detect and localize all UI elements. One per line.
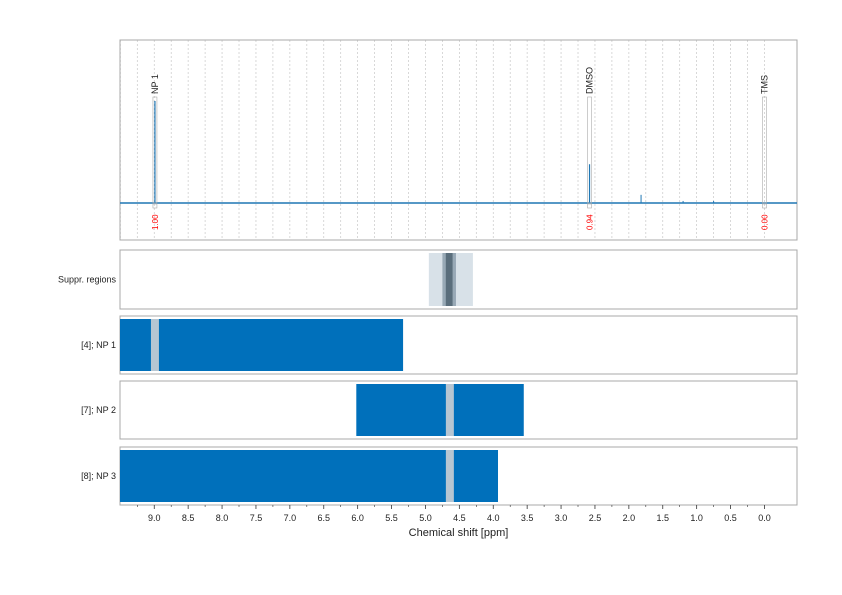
integral-label: 0.94 — [586, 214, 595, 230]
peak-label: NP 1 — [150, 74, 160, 94]
x-tick-label: 0.0 — [758, 513, 771, 523]
range-frame — [119, 380, 798, 440]
range-bar — [356, 384, 524, 436]
x-tick-label: 3.0 — [555, 513, 568, 523]
suppressed-regions-panel: Suppr. regions — [58, 253, 473, 306]
x-tick-label: 6.5 — [317, 513, 330, 523]
spectrum-frame — [119, 39, 798, 241]
x-tick-label: 1.5 — [656, 513, 669, 523]
grid-lines — [120, 40, 765, 240]
x-tick-label: 8.0 — [216, 513, 229, 523]
x-tick-label: 3.5 — [521, 513, 534, 523]
range-gap — [150, 319, 159, 371]
peak-label: TMS — [759, 75, 769, 94]
range-bar — [120, 450, 499, 502]
suppressed-label: Suppr. regions — [58, 275, 117, 285]
x-tick-label: 2.0 — [623, 513, 636, 523]
x-tick-label: 0.5 — [724, 513, 737, 523]
peak-marker-box — [762, 96, 767, 204]
x-axis-title: Chemical shift [ppm] — [409, 527, 509, 539]
x-tick-label: 6.0 — [351, 513, 364, 523]
spectrum-panel: NP 1 1.00 DMSO 0.94 TMS 0.00 — [120, 67, 797, 230]
range-gap — [445, 450, 454, 502]
x-tick-label: 4.5 — [453, 513, 466, 523]
x-tick-label: 7.5 — [250, 513, 263, 523]
peak-label: DMSO — [585, 67, 595, 94]
x-tick-label: 1.0 — [690, 513, 703, 523]
x-tick-label: 4.0 — [487, 513, 500, 523]
range-label: [7]; NP 2 — [81, 405, 116, 415]
x-axis: 9.0 8.5 8.0 7.5 7.0 6.5 6.0 5.5 5.0 4.5 4.0 3.5 3.0 2… — [137, 505, 771, 539]
x-tick-label: 7.0 — [284, 513, 297, 523]
range-gap — [445, 384, 454, 436]
suppressed-band — [445, 253, 453, 306]
x-tick-label: 5.0 — [419, 513, 432, 523]
peak-marker-box — [152, 96, 158, 204]
range-label: [8]; NP 3 — [81, 471, 116, 481]
x-tick-label: 9.0 — [148, 513, 161, 523]
integral-box — [762, 203, 767, 209]
integral-label: 0.00 — [760, 214, 769, 230]
suppressed-frame — [119, 249, 798, 310]
x-tick-label: 8.5 — [182, 513, 195, 523]
x-tick-label: 2.5 — [589, 513, 602, 523]
x-tick-label: 5.5 — [385, 513, 398, 523]
range-bar — [120, 319, 404, 371]
integral-box — [152, 203, 158, 209]
integral-label: 1.00 — [151, 214, 160, 230]
peak-marker-box — [587, 96, 592, 204]
ranges-panels: [4]; NP 1 [7]; NP 2 [8]; NP 3 — [81, 319, 524, 502]
integral-box — [587, 203, 592, 209]
range-label: [4]; NP 1 — [81, 340, 116, 350]
